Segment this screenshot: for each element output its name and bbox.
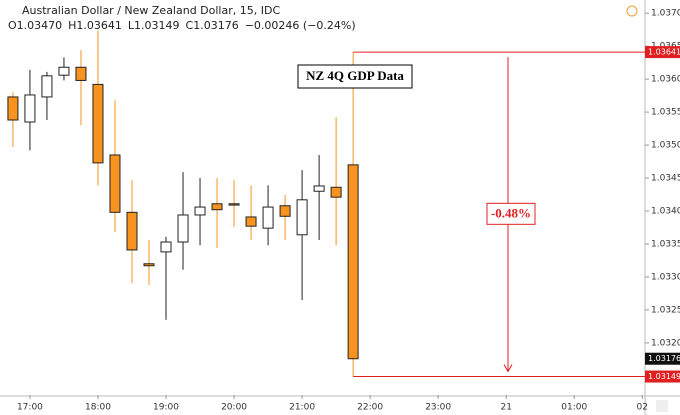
candle-body xyxy=(24,94,36,123)
candle-body xyxy=(347,164,359,360)
candle-body xyxy=(41,75,53,98)
candle-body xyxy=(313,185,325,192)
candle-body xyxy=(7,96,19,121)
ohlc-value: −0.00246 (−0.24%) xyxy=(245,19,356,32)
x-tick-label: 17:00 xyxy=(17,403,43,413)
candle-body xyxy=(92,83,104,164)
candle-body xyxy=(279,205,291,217)
candle-body xyxy=(194,206,206,216)
y-tick-label: 1.03500 xyxy=(651,141,680,151)
price-tag-label: 1.03641 xyxy=(648,48,680,57)
x-tick-label: 01:00 xyxy=(561,403,587,413)
change-box xyxy=(486,202,536,225)
alert-icon xyxy=(626,5,638,17)
y-tick-label: 1.03700 xyxy=(651,9,680,19)
ohlc-value: L1.03149 xyxy=(128,19,180,32)
annotation-box xyxy=(297,64,413,89)
y-tick-label: 1.03300 xyxy=(651,272,680,282)
candle-body xyxy=(143,263,155,267)
x-tick-label: 20:00 xyxy=(221,403,247,413)
x-tick-label: 02 xyxy=(637,403,648,413)
x-tick-label: 22:00 xyxy=(357,403,383,413)
auto-scale-button[interactable] xyxy=(656,400,668,412)
y-tick-label: 1.03550 xyxy=(651,108,680,118)
y-tick-label: 1.03250 xyxy=(651,305,680,315)
price-tag-label: 1.03176 xyxy=(648,354,680,363)
x-tick-label: 19:00 xyxy=(153,403,179,413)
y-tick-label: 1.03200 xyxy=(651,338,680,348)
price-tag xyxy=(645,46,680,59)
candle-body xyxy=(109,154,121,213)
candle-body xyxy=(262,206,274,229)
price-tag xyxy=(645,370,680,383)
change-label: -0.48% xyxy=(491,205,531,220)
candle-body xyxy=(245,216,257,227)
x-tick-label: 23:00 xyxy=(425,403,451,413)
y-tick-label: 1.03350 xyxy=(651,239,680,249)
candle-body xyxy=(211,203,223,211)
candle-body xyxy=(177,214,189,243)
ohlc-value: H1.03641 xyxy=(68,19,122,32)
price-tag xyxy=(645,352,680,365)
candle-body xyxy=(330,186,342,198)
x-tick-label: 18:00 xyxy=(85,403,111,413)
candle-body xyxy=(296,199,308,236)
chart-title: Australian Dollar / New Zealand Dollar, … xyxy=(22,4,280,17)
ohlc-value: C1.03176 xyxy=(186,19,239,32)
x-tick-label: 21 xyxy=(500,403,511,413)
y-tick-label: 1.03400 xyxy=(651,207,680,217)
candle-body xyxy=(126,211,138,251)
candle-body xyxy=(58,66,70,76)
annotation: NZ 4Q GDP Data xyxy=(306,68,404,83)
y-tick-label: 1.03450 xyxy=(651,174,680,184)
ohlc-value: O1.03470 xyxy=(8,19,62,32)
price-tag-label: 1.03149 xyxy=(648,372,680,381)
y-tick-label: 1.03600 xyxy=(651,75,680,85)
x-tick-label: 21:00 xyxy=(289,403,315,413)
candle-body xyxy=(228,203,240,206)
candle-body xyxy=(75,66,87,81)
arrow-head xyxy=(503,364,513,373)
candle-body xyxy=(160,241,172,253)
